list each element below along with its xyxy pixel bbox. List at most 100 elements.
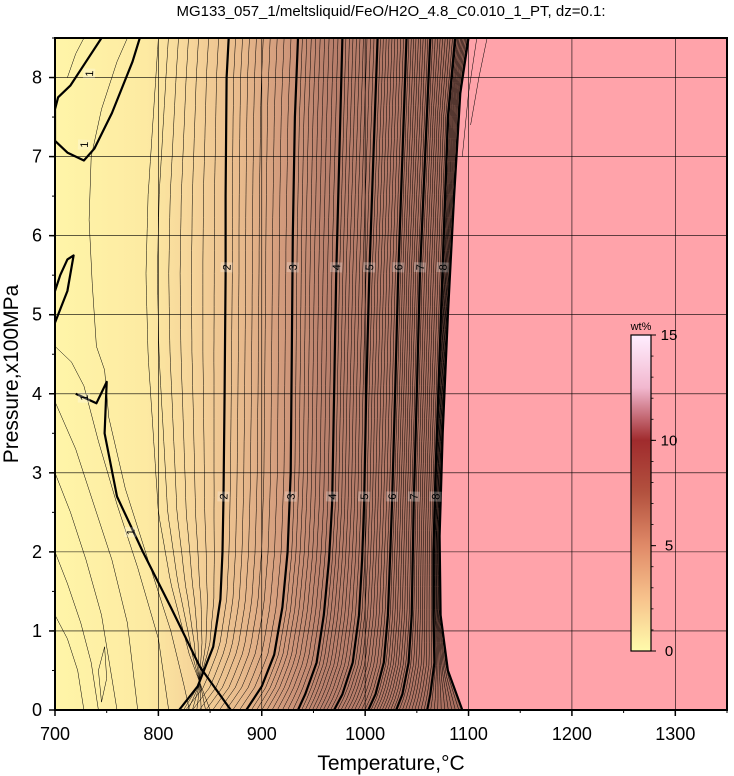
grid (55, 38, 727, 710)
contour-label-text: 7 (415, 264, 427, 271)
minor-contour-line (287, 38, 334, 710)
contour-label-text: 4 (327, 493, 339, 500)
contour-label-text: 1 (84, 70, 96, 77)
minor-contour-line (354, 38, 396, 710)
contour-label-text: 4 (331, 264, 343, 271)
contour-label-bg (385, 491, 399, 502)
y-tick-label: 8 (32, 68, 42, 88)
contour-label-bg (124, 526, 137, 538)
contour-label-bg (284, 491, 297, 502)
minor-contour-line (212, 38, 264, 710)
contour-label-text: 5 (364, 264, 376, 271)
minor-contour-line (239, 38, 292, 710)
contour-line-6 (367, 38, 408, 710)
minor-contour-line (301, 38, 347, 710)
minor-contour-line (67, 38, 85, 78)
minor-contour-line (199, 38, 250, 710)
minor-contour-line (405, 38, 438, 710)
colorbar-unit: wt% (630, 321, 652, 333)
minor-contour-line (323, 38, 368, 710)
minor-contour-line (88, 38, 190, 710)
contour-line-boundary (438, 38, 470, 710)
x-axis-title: Temperature,°C (317, 752, 464, 775)
minor-contour-line (435, 38, 460, 710)
contour-label-text: 7 (409, 493, 421, 500)
contour-label-bg (429, 491, 442, 502)
minor-contour-line (187, 38, 209, 710)
minor-contour-line (277, 38, 325, 710)
x-tick-label: 1000 (345, 724, 385, 744)
minor-contour-line (387, 38, 424, 710)
contour-label: 6 (392, 262, 405, 273)
contour-label: 3 (284, 491, 298, 502)
contour-label-text: 1 (125, 529, 137, 536)
y-tick-label: 3 (32, 463, 42, 483)
minor-contour-line (145, 38, 211, 710)
y-tick-label: 6 (32, 226, 42, 246)
contour-label-text: 1 (79, 141, 91, 148)
x-tick-label: 700 (40, 724, 70, 744)
minor-contour-line (437, 38, 465, 710)
minor-contour-line (390, 38, 426, 710)
contour-label-bg (286, 262, 299, 273)
minor-contour-line (261, 38, 312, 710)
x-tick-label: 1200 (552, 724, 592, 744)
x-tick-label: 1300 (655, 724, 695, 744)
contour-label-bg (325, 491, 339, 502)
contour-label-text: 5 (359, 493, 371, 500)
contour-label-bg (330, 262, 343, 273)
minor-contour-line (414, 38, 446, 710)
y-tick-label: 1 (32, 621, 42, 641)
contour-label: 2 (220, 262, 234, 273)
minor-contour-line (340, 38, 384, 710)
minor-contour-line (205, 38, 257, 710)
contour-line-7 (395, 38, 432, 710)
minor-contour-line (232, 38, 285, 710)
y-tick-label: 7 (32, 147, 42, 167)
minor-contour-line (435, 38, 461, 710)
contour-label-bg (363, 262, 376, 273)
y-tick-label: 0 (32, 700, 42, 720)
contour-label: 1 (77, 139, 91, 150)
colorbar-bar (630, 334, 652, 652)
contour-label-bg (407, 491, 420, 502)
y-axis-title: Pressure,x100MPa (0, 284, 23, 463)
minor-contour-line (157, 38, 206, 710)
minor-contour-line (55, 401, 138, 710)
minor-contour-line (423, 38, 453, 710)
minor-contour-line (55, 472, 118, 710)
minor-contour-line (364, 38, 404, 710)
minor-contour-line (361, 38, 401, 710)
contour-line-1 (55, 254, 75, 324)
contour-label-text: 2 (218, 493, 230, 500)
contour-label: 6 (385, 491, 399, 502)
contour-label-text: 8 (438, 264, 450, 271)
minor-contour-line (251, 38, 303, 710)
minor-contour-line (399, 38, 434, 710)
contour-line-1 (75, 380, 232, 710)
contour-label: 2 (217, 491, 231, 502)
minor-contour-line (393, 38, 429, 710)
colorbar-tick-label: 10 (661, 432, 678, 449)
colorbar-tick-label: 0 (665, 643, 673, 660)
contour-label-text: 3 (286, 493, 298, 500)
contour-labels: 1 1 1 1 2 2 3 3 4 4 5 5 6 6 7 7 8 8 (77, 68, 450, 538)
plot-area: 1 1 1 1 2 2 3 3 4 4 5 5 6 6 7 7 8 8 (54, 37, 728, 711)
contour-label: 8 (429, 491, 443, 502)
minor-contour-line (381, 38, 419, 710)
minor-contour-line (292, 38, 339, 710)
minor-contour-line (436, 38, 464, 710)
colorbar-tick-label: 15 (661, 327, 678, 344)
x-tick-label: 1100 (449, 724, 488, 744)
contour-label: 4 (325, 491, 339, 502)
y-tick-label: 2 (32, 542, 42, 562)
minor-contour-line (417, 38, 448, 710)
minor-contour-line (408, 38, 441, 710)
minor-contour-line (357, 38, 399, 710)
contour-label: 5 (363, 262, 376, 273)
contour-label: 1 (77, 392, 91, 403)
minor-contour-line (219, 38, 271, 710)
contour-label-bg (436, 262, 449, 273)
contour-label-bg (220, 262, 233, 273)
major-contours (55, 38, 470, 710)
